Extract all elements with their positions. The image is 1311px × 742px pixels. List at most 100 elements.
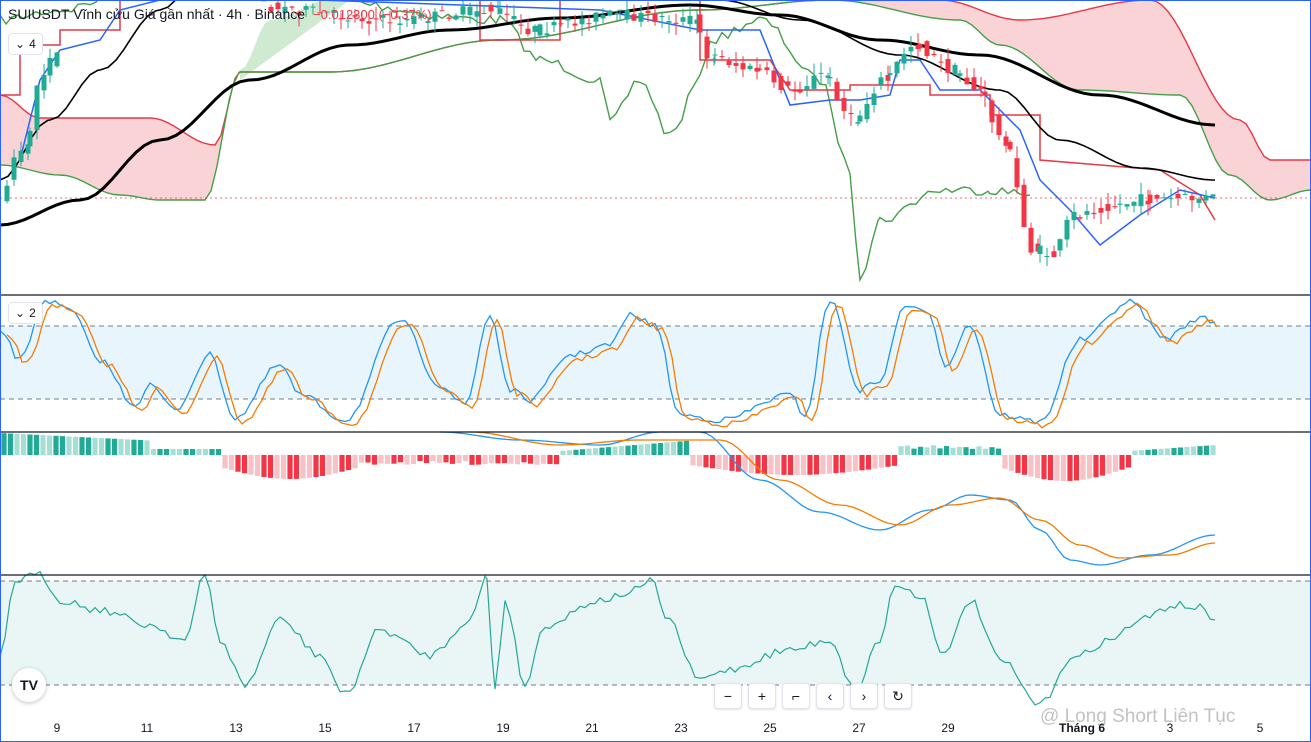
histogram-bar bbox=[774, 455, 781, 475]
histogram-bar bbox=[33, 434, 40, 455]
scroll-right-button[interactable]: › bbox=[850, 683, 878, 709]
histogram-bar bbox=[501, 455, 508, 464]
histogram-bar bbox=[111, 438, 118, 455]
candle bbox=[525, 18, 531, 37]
candle bbox=[878, 71, 884, 90]
candle bbox=[957, 70, 963, 83]
histogram-bar bbox=[456, 455, 462, 463]
price-pane-toggle[interactable]: ⌄ 4 bbox=[8, 33, 43, 55]
candle bbox=[624, 0, 630, 24]
candle bbox=[1203, 190, 1209, 205]
histogram-bar bbox=[898, 446, 904, 455]
candle bbox=[1182, 189, 1188, 196]
histogram-bar bbox=[1002, 455, 1008, 469]
candle bbox=[825, 72, 831, 85]
candle bbox=[871, 86, 877, 113]
histogram-bar bbox=[313, 455, 319, 478]
histogram-bar bbox=[592, 448, 599, 455]
histogram-bar bbox=[683, 440, 690, 455]
x-tick-label: 15 bbox=[318, 721, 332, 735]
watermark: @ Long Short Liên Tục bbox=[1040, 706, 1236, 727]
histogram-bar bbox=[79, 437, 85, 455]
histogram-bar bbox=[1177, 447, 1184, 455]
histogram-bar bbox=[40, 435, 46, 455]
rsi-band bbox=[0, 581, 1311, 685]
histogram-bar bbox=[417, 455, 423, 462]
tradingview-logo-icon[interactable]: TV bbox=[12, 668, 46, 702]
histogram-bar bbox=[885, 455, 891, 467]
histogram-bar bbox=[787, 455, 794, 475]
histogram-bar bbox=[807, 455, 813, 475]
histogram-bar bbox=[358, 455, 365, 463]
candle bbox=[607, 9, 613, 17]
histogram-bar bbox=[410, 455, 417, 464]
histogram-bar bbox=[833, 455, 839, 474]
chart-toolbar: − + ⌐ ‹ › ↻ bbox=[714, 683, 912, 709]
histogram-bar bbox=[612, 446, 618, 455]
histogram-bar bbox=[605, 447, 612, 455]
histogram-bar bbox=[183, 449, 189, 455]
candle bbox=[1117, 194, 1123, 214]
histogram-bar bbox=[1086, 455, 1093, 479]
reset-scale-button[interactable]: ⌐ bbox=[782, 683, 810, 709]
candle bbox=[938, 54, 944, 72]
histogram-bar bbox=[820, 455, 826, 475]
candle bbox=[638, 5, 644, 27]
histogram-bar bbox=[742, 455, 748, 473]
x-tick-label: 9 bbox=[54, 721, 61, 735]
pane-toggle-count: 2 bbox=[29, 306, 36, 320]
histogram-bar bbox=[1158, 448, 1164, 455]
candle bbox=[971, 68, 977, 92]
histogram-bar bbox=[963, 447, 969, 455]
candle bbox=[411, 7, 417, 30]
histogram-bar bbox=[241, 455, 248, 474]
x-tick-label: 27 bbox=[852, 721, 866, 735]
candle bbox=[27, 127, 33, 150]
histogram-bar bbox=[144, 440, 150, 455]
histogram-bar bbox=[423, 455, 430, 464]
histogram-bar bbox=[1119, 455, 1125, 470]
histogram-bar bbox=[66, 436, 72, 455]
histogram-bar bbox=[989, 447, 995, 455]
candle bbox=[41, 64, 47, 99]
histogram-bar bbox=[1151, 449, 1158, 455]
scroll-left-button[interactable]: ‹ bbox=[816, 683, 844, 709]
histogram-bar bbox=[248, 455, 254, 475]
histogram-bar bbox=[924, 447, 930, 455]
zoom-in-button[interactable]: + bbox=[748, 683, 776, 709]
candle bbox=[1124, 204, 1130, 211]
histogram-bar bbox=[365, 455, 371, 463]
histogram-bar bbox=[228, 455, 235, 471]
candle bbox=[952, 62, 958, 75]
histogram-bar bbox=[761, 455, 768, 474]
candle bbox=[18, 141, 24, 167]
histogram-bar bbox=[332, 455, 339, 474]
histogram-bar bbox=[27, 434, 33, 455]
candle bbox=[303, 3, 309, 17]
x-tick-label: Tháng 6 bbox=[1059, 721, 1105, 735]
price-pane bbox=[0, 0, 1311, 283]
candle bbox=[1138, 182, 1144, 215]
symbol-title[interactable]: SUIUSDT Vĩnh cửu Giá gần nhất · 4h · Bin… bbox=[8, 6, 306, 22]
candle bbox=[1021, 178, 1027, 228]
histogram-bar bbox=[586, 448, 592, 455]
candle bbox=[572, 14, 578, 32]
candle bbox=[1147, 190, 1153, 212]
stochastic-pane bbox=[0, 298, 1311, 429]
histogram-bar bbox=[781, 455, 787, 475]
candle bbox=[827, 67, 833, 87]
reset-chart-button[interactable]: ↻ bbox=[884, 683, 912, 709]
candle bbox=[537, 23, 543, 39]
candle bbox=[848, 104, 854, 126]
histogram-bar bbox=[768, 455, 774, 475]
candle bbox=[387, 10, 393, 33]
candle bbox=[1037, 234, 1043, 263]
stochastic-pane-toggle[interactable]: ⌄ 2 bbox=[8, 302, 43, 324]
histogram-bar bbox=[625, 445, 631, 455]
candle bbox=[1084, 204, 1090, 220]
candle bbox=[394, 6, 400, 19]
histogram-bar bbox=[735, 455, 742, 472]
zoom-out-button[interactable]: − bbox=[714, 683, 742, 709]
